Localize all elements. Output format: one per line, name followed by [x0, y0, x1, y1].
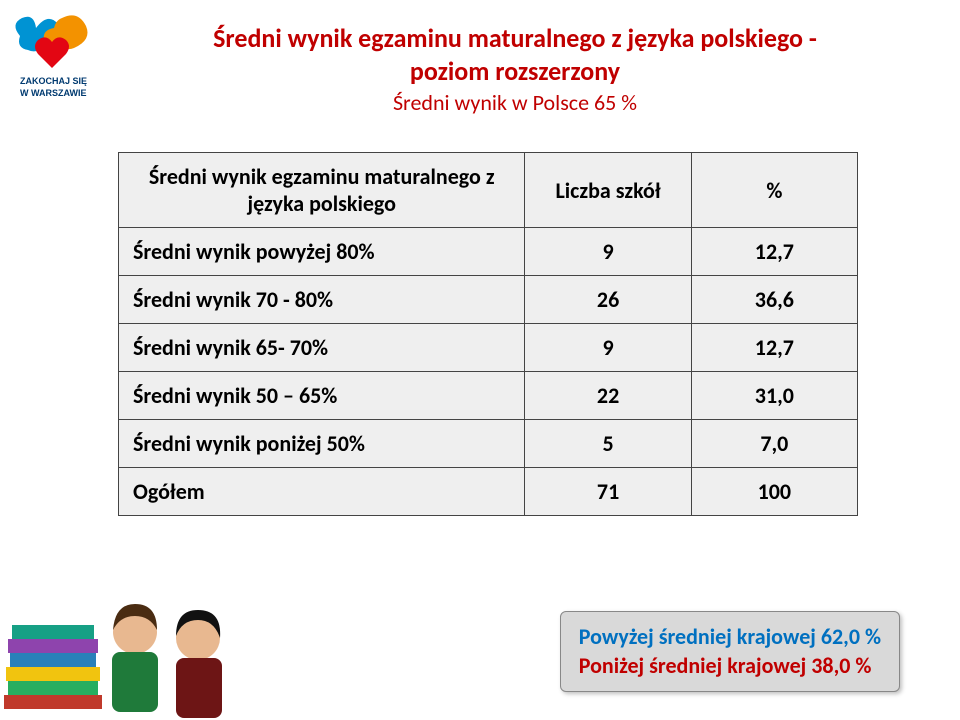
- table-header-row: Średni wynik egzaminu maturalnego z języ…: [119, 153, 858, 228]
- summary-callout: Powyżej średniej krajowej 62,0 % Poniżej…: [560, 611, 900, 692]
- callout-line1: Powyżej średniej krajowej 62,0 %: [579, 622, 881, 652]
- warsaw-logo: ZAKOCHAJ SIĘ W WARSZAWIE: [8, 8, 98, 108]
- logo-text-top: ZAKOCHAJ SIĘ: [20, 76, 87, 86]
- row-label: Średni wynik poniżej 50%: [119, 420, 525, 468]
- row-percent: 12,7: [691, 228, 857, 276]
- table-row: Średni wynik powyżej 80%912,7: [119, 228, 858, 276]
- row-label: Średni wynik powyżej 80%: [119, 228, 525, 276]
- header-col2: %: [691, 153, 857, 228]
- logo-text-bottom: W WARSZAWIE: [20, 88, 87, 98]
- row-percent: 7,0: [691, 420, 857, 468]
- title-line1: Średni wynik egzaminu maturalnego z języ…: [110, 22, 920, 55]
- title-block: Średni wynik egzaminu maturalnego z języ…: [110, 22, 920, 116]
- row-percent: 100: [691, 468, 857, 516]
- results-table: Średni wynik egzaminu maturalnego z języ…: [118, 152, 858, 516]
- row-percent: 36,6: [691, 276, 857, 324]
- decorative-books-image: [0, 580, 245, 720]
- row-count: 9: [525, 324, 691, 372]
- row-count: 9: [525, 228, 691, 276]
- table-row: Średni wynik 65- 70%912,7: [119, 324, 858, 372]
- table-row: Ogółem71100: [119, 468, 858, 516]
- row-label: Średni wynik 50 – 65%: [119, 372, 525, 420]
- table-row: Średni wynik 50 – 65%2231,0: [119, 372, 858, 420]
- row-percent: 31,0: [691, 372, 857, 420]
- row-label: Średni wynik 65- 70%: [119, 324, 525, 372]
- row-count: 71: [525, 468, 691, 516]
- table-row: Średni wynik 70 - 80%2636,6: [119, 276, 858, 324]
- row-count: 5: [525, 420, 691, 468]
- row-label: Średni wynik 70 - 80%: [119, 276, 525, 324]
- header-label: Średni wynik egzaminu maturalnego z języ…: [119, 153, 525, 228]
- table-row: Średni wynik poniżej 50%57,0: [119, 420, 858, 468]
- callout-line2: Poniżej średniej krajowej 38,0 %: [579, 651, 881, 681]
- title-subtitle: Średni wynik w Polsce 65 %: [110, 89, 920, 116]
- row-count: 22: [525, 372, 691, 420]
- row-percent: 12,7: [691, 324, 857, 372]
- header-col1: Liczba szkół: [525, 153, 691, 228]
- row-label: Ogółem: [119, 468, 525, 516]
- title-line2: poziom rozszerzony: [110, 55, 920, 88]
- row-count: 26: [525, 276, 691, 324]
